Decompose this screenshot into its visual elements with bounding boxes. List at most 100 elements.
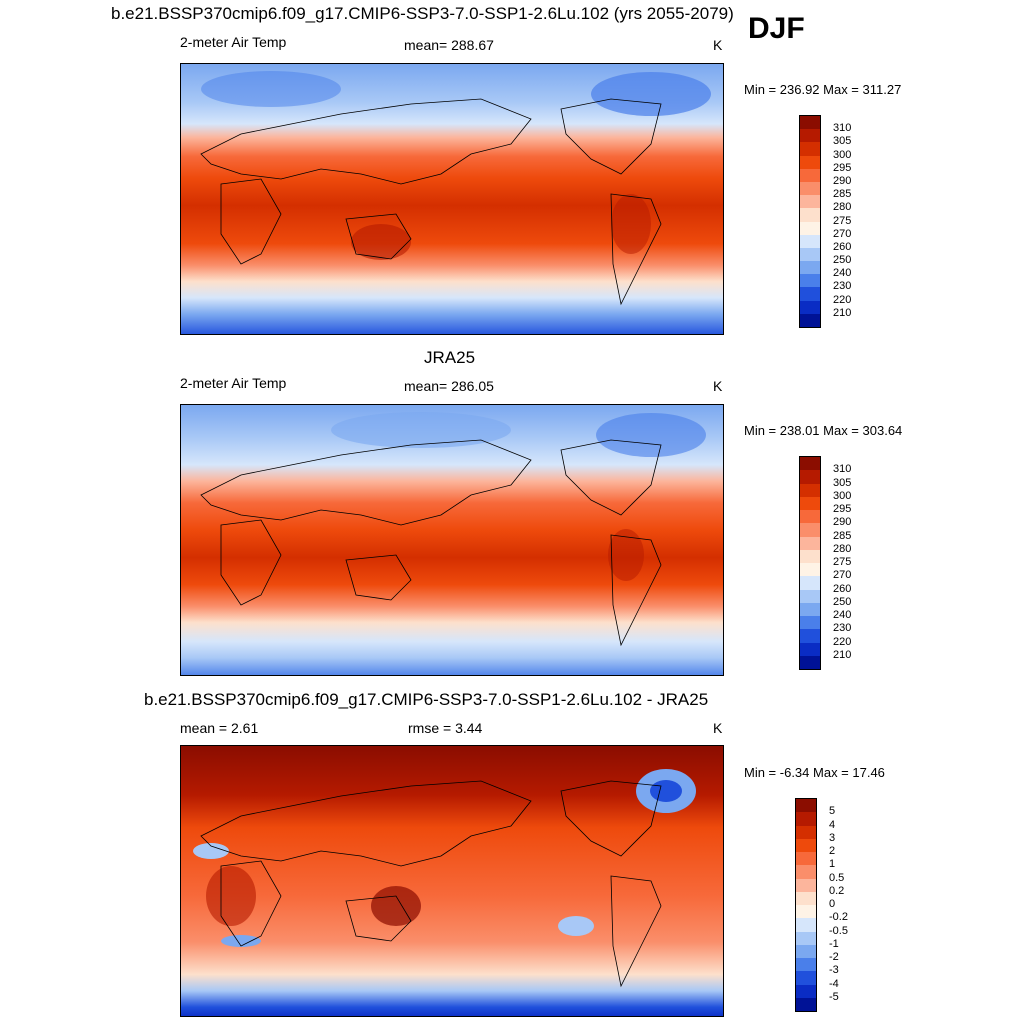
panel2-colorbar-tick-label: 275 <box>833 556 852 568</box>
panel1-colorbar-tick-label: 300 <box>833 148 852 161</box>
panel1-title: b.e21.BSSP370cmip6.f09_g17.CMIP6-SSP3-7.… <box>111 4 734 23</box>
panel2-temperature-field <box>181 405 723 675</box>
panel1-colorbar-swatch <box>800 116 820 130</box>
panel1-variable-label: 2-meter Air Temp <box>180 34 287 50</box>
panel3-difference-field <box>181 746 723 1016</box>
panel1-colorbar-tick-label: 285 <box>833 188 852 201</box>
season-label: DJF <box>748 12 805 45</box>
panel1-colorbar-swatch <box>800 129 820 143</box>
panel1-colorbar-swatch <box>800 261 820 275</box>
panel2-colorbar-tick-label: 300 <box>833 489 852 502</box>
panel1-colorbar-swatches <box>800 116 820 327</box>
panel3-colorbar-swatch <box>796 865 816 879</box>
panel1-colorbar-swatch <box>800 274 820 288</box>
panel1-colorbar-tick-label: 280 <box>833 201 852 214</box>
panel2-colorbar <box>799 456 821 670</box>
panel3-colorbar-tick-label: 2 <box>829 845 836 857</box>
panel1-colorbar-tick-label: 310 <box>833 122 852 135</box>
panel3-units-label: K <box>713 720 723 736</box>
panel3-colorbar-swatch <box>796 838 816 852</box>
panel1-mean-label: mean= 288.67 <box>404 37 494 53</box>
panel3-minmax-label: Min = -6.34 Max = 17.46 <box>744 765 885 780</box>
panel3-colorbar-tick-label: -1 <box>829 937 839 950</box>
panel3-colorbar-tick-label: -0.5 <box>829 924 848 937</box>
panel2-colorbar-swatch <box>800 496 820 510</box>
panel2-colorbar-tick-label: 210 <box>833 648 852 661</box>
panel1-colorbar-swatch <box>800 155 820 169</box>
panel1-colorbar-swatch <box>800 313 820 327</box>
panel2-colorbar-swatch <box>800 457 820 471</box>
panel3-colorbar-swatch <box>796 852 816 866</box>
panel3-title: b.e21.BSSP370cmip6.f09_g17.CMIP6-SSP3-7.… <box>144 690 709 709</box>
panel1-colorbar-tick-label: 260 <box>833 240 852 253</box>
panel1-colorbar-swatch <box>800 234 820 248</box>
panel1-colorbar-swatch <box>800 208 820 222</box>
panel3-colorbar-swatch <box>796 891 816 905</box>
panel2-colorbar-swatch <box>800 642 820 656</box>
panel3-colorbar-tick-label: 5 <box>829 805 836 818</box>
panel3-colorbar-swatch <box>796 958 816 972</box>
panel3-map <box>180 745 724 1017</box>
panel3-colorbar-swatch <box>796 905 816 919</box>
panel1-colorbar-tick-label: 305 <box>833 135 852 148</box>
panel1-map <box>180 63 724 335</box>
panel1-colorbar-tick-label: 250 <box>833 254 852 267</box>
panel3-rmse-label: rmse = 3.44 <box>408 720 483 736</box>
panel3-colorbar-tick-label: 1 <box>829 858 836 871</box>
panel2-title: JRA25 <box>424 348 476 367</box>
panel1-colorbar-tick-label: 210 <box>833 306 852 319</box>
panel2-colorbar-swatch <box>800 523 820 537</box>
panel3-colorbar-swatch <box>796 971 816 985</box>
panel2-colorbar-tick-label: 240 <box>833 609 852 621</box>
panel3-colorbar-tick-label: -2 <box>829 951 839 963</box>
panel1-colorbar-tick-label: 240 <box>833 267 852 280</box>
panel2-variable-label: 2-meter Air Temp <box>180 375 287 391</box>
panel2-colorbar-swatch <box>800 510 820 524</box>
panel1-colorbar-swatch <box>800 287 820 301</box>
panel3-colorbar-tick-label: -5 <box>829 990 839 1003</box>
panel3-colorbar-swatch <box>796 812 816 826</box>
panel1-minmax-label: Min = 236.92 Max = 311.27 <box>744 82 902 97</box>
panel2-colorbar-tick-label: 305 <box>833 476 852 489</box>
panel1-units-label: K <box>713 37 723 53</box>
panel2-colorbar-swatch <box>800 563 820 577</box>
panel2-colorbar-swatches <box>800 457 820 669</box>
panel2-colorbar-tick-label: 285 <box>833 529 852 542</box>
panel2-mean-label: mean= 286.05 <box>404 378 494 394</box>
panel3-colorbar-swatch <box>796 799 816 813</box>
panel1-colorbar-tick-label: 270 <box>833 227 852 240</box>
panel2-colorbar-swatch <box>800 589 820 603</box>
panel2-colorbar-tick-label: 295 <box>833 503 852 515</box>
panel3-colorbar-tick-label: -4 <box>829 977 839 990</box>
panel3-mean-label: mean = 2.61 <box>180 720 259 736</box>
panel2-colorbar-swatch <box>800 616 820 630</box>
panel1-colorbar-swatch <box>800 247 820 262</box>
panel2-colorbar-tick-label: 230 <box>833 622 852 635</box>
panel2-colorbar-swatch <box>800 536 820 550</box>
panel1-colorbar-swatch <box>800 300 820 314</box>
panel3-colorbar-swatch <box>796 984 816 998</box>
panel2-colorbar-swatch <box>800 629 820 643</box>
panel3-colorbar-swatch <box>796 878 816 892</box>
panel1-colorbar-tick-label: 290 <box>833 174 852 187</box>
panel2-colorbar-tick-label: 270 <box>833 569 852 582</box>
panel1-colorbar-swatch <box>800 181 820 196</box>
panel2-colorbar-tick-label: 280 <box>833 542 852 555</box>
panel3-colorbar-swatches <box>796 799 816 1011</box>
panel1-colorbar-swatch <box>800 195 820 209</box>
panel1-colorbar <box>799 115 821 328</box>
panel2-colorbar-swatch <box>800 483 820 497</box>
panel3-colorbar-tick-label: 0 <box>829 898 836 910</box>
panel1-colorbar-tick-label: 275 <box>833 214 852 227</box>
panel3-colorbar-tick-label: 4 <box>829 818 836 831</box>
panel2-colorbar-swatch <box>800 470 820 484</box>
panel1-colorbar-tick-label: 220 <box>833 293 852 306</box>
panel3-colorbar-tick-label: 0.2 <box>829 884 845 897</box>
panel1-temperature-field <box>181 64 723 334</box>
panel3-colorbar-tick-label: -0.2 <box>829 911 848 924</box>
panel3-colorbar-swatch <box>796 931 816 945</box>
panel2-colorbar-swatch <box>800 655 820 669</box>
panel2-colorbar-swatch <box>800 549 820 563</box>
panel3-colorbar-swatch <box>796 944 816 958</box>
panel3-colorbar <box>795 798 817 1012</box>
